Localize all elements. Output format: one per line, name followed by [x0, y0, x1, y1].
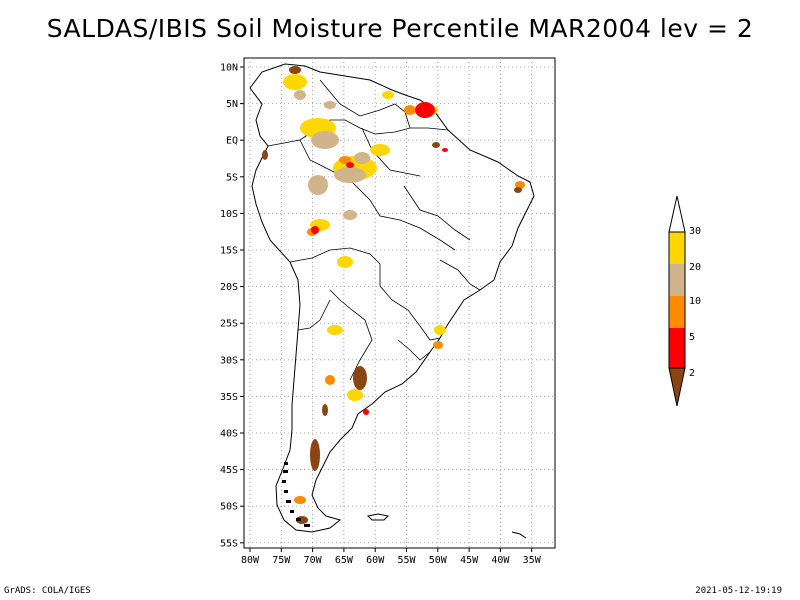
percentile-below-2-patches [262, 66, 522, 524]
latitude-label: 25S [220, 319, 238, 330]
longitude-label: 45W [460, 555, 479, 566]
latitude-label: 5S [226, 172, 238, 183]
latitude-label: 20S [220, 282, 238, 293]
latitude-label: 55S [220, 538, 238, 549]
percentile-2-5-patches [311, 102, 448, 415]
map-title: SALDAS/IBIS Soil Moisture Percentile MAR… [46, 14, 754, 43]
latitude-label: 5N [226, 99, 238, 110]
longitude-label: 40W [491, 555, 510, 566]
latitude-label: 10S [220, 209, 238, 220]
latitude-label: EQ [226, 136, 238, 147]
colorbar-20-30 [669, 232, 685, 264]
colorbar-5-10 [669, 296, 685, 328]
colorbar-below-2 [669, 368, 685, 406]
colorbar-2-5 [669, 328, 685, 360]
percentile-10-20-patches [294, 90, 370, 220]
latitude-label: 45S [220, 465, 238, 476]
colorbar-label-5: 5 [689, 332, 695, 343]
footer-timestamp: 2021-05-12-19:19 [695, 586, 782, 596]
colorbar-label-20: 20 [689, 262, 701, 273]
longitude-label: 55W [397, 555, 416, 566]
longitude-label: 65W [335, 555, 354, 566]
archipelago-marks [282, 462, 310, 527]
longitude-label: 70W [304, 555, 323, 566]
longitude-label: 60W [366, 555, 385, 566]
colorbar-above-30 [669, 196, 685, 232]
longitude-labels: 80W 75W 70W 65W 60W 55W 50W 45W 40W 35W [241, 548, 542, 566]
colorbar-label-10: 10 [689, 296, 701, 307]
latitude-label: 50S [220, 502, 238, 513]
latitude-label: 15S [220, 246, 238, 257]
longitude-label: 50W [429, 555, 448, 566]
longitude-label: 80W [241, 555, 260, 566]
south-america-outline [249, 63, 535, 533]
latitude-label: 30S [220, 355, 238, 366]
latitude-label: 35S [220, 392, 238, 403]
colorbar-10-20 [669, 264, 685, 296]
footer-credit: GrADS: COLA/IGES [4, 586, 91, 596]
falkland-islands [366, 513, 390, 521]
latitude-label: 40S [220, 429, 238, 440]
island-east [511, 531, 527, 539]
colorbar-label-2: 2 [689, 368, 695, 379]
soil-moisture-fill [262, 66, 525, 524]
latitude-label: 10N [220, 63, 238, 74]
plot-frame [243, 57, 556, 549]
latitude-labels: 10N 5N EQ 5S 10S 15S 20S 25S 30S 35S 40S 45S 50S 55S [220, 63, 244, 549]
graticule [244, 58, 555, 548]
longitude-label: 75W [272, 555, 291, 566]
percentile-5-10-patches [294, 105, 525, 504]
colorbar-2-5-tail [669, 360, 685, 368]
country-borders [267, 79, 481, 381]
colorbar-label-30: 30 [689, 226, 701, 237]
colorbar: 30 20 10 5 2 [668, 195, 701, 407]
longitude-label: 35W [523, 555, 542, 566]
